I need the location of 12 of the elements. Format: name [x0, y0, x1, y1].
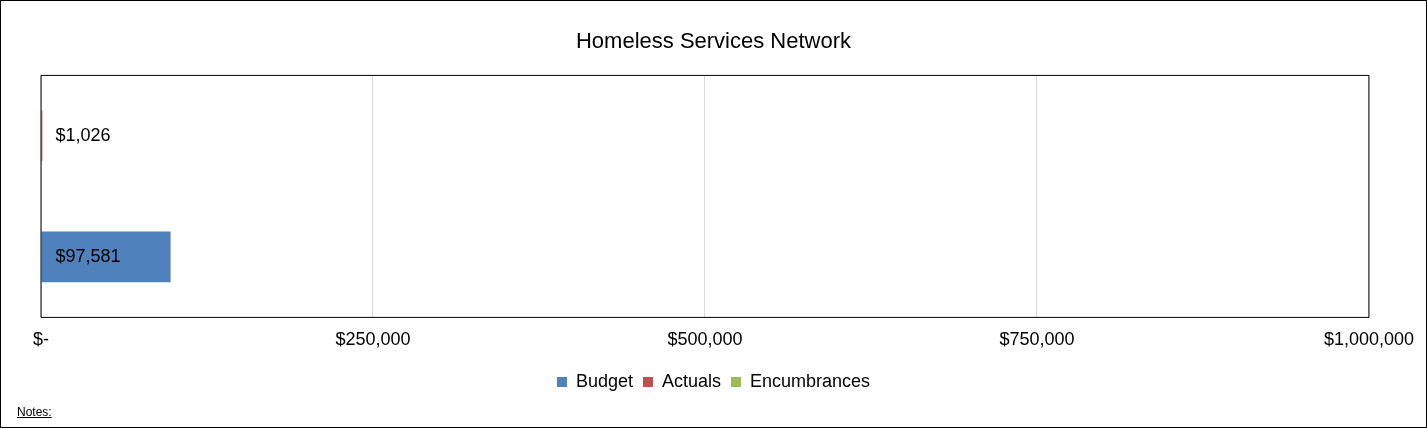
x-tick-label: $500,000 — [667, 329, 743, 350]
legend-label: Encumbrances — [750, 370, 871, 391]
x-tick-label: $750,000 — [999, 329, 1075, 350]
data-label: $1,026 — [55, 124, 111, 145]
x-tick-label: $- — [32, 329, 50, 350]
data-label: $97,581 — [55, 245, 121, 266]
x-tick-label: $1,000,000 — [1323, 329, 1414, 350]
legend-label: Actuals — [661, 370, 722, 391]
chart-title: Homeless Services Network — [575, 28, 853, 54]
x-tick-label: $250,000 — [335, 329, 411, 350]
text: Notes: — [17, 405, 52, 419]
legend-label: Budget — [575, 370, 633, 391]
